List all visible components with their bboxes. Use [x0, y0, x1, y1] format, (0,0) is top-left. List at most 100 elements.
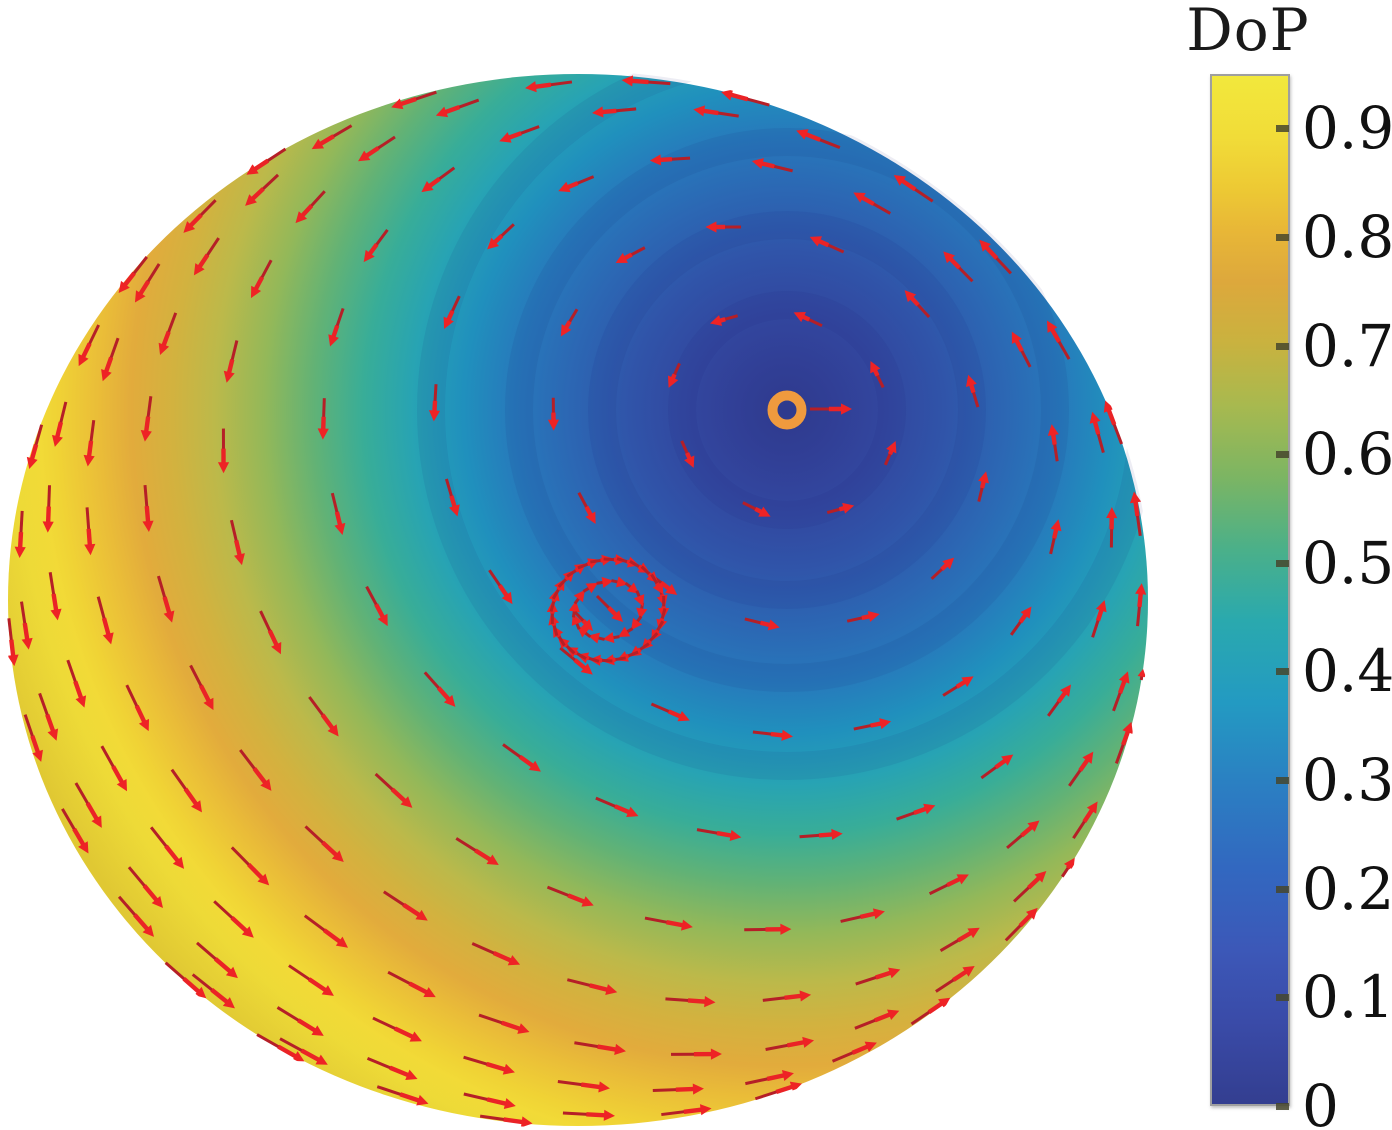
quiver-arrow — [66, 659, 87, 708]
quiver-arrow — [42, 485, 54, 533]
quiver-arrow — [751, 158, 793, 173]
quiver-arrow — [61, 808, 89, 854]
quiver-arrow — [23, 714, 43, 762]
quiver-arrow — [158, 312, 178, 355]
quiver-arrow — [455, 837, 499, 866]
colorbar-tick-mark — [1276, 885, 1289, 893]
quiver-arrow — [577, 626, 592, 639]
colorbar-tick-label: 0.3 — [1302, 746, 1392, 815]
quiver-arrow — [134, 263, 161, 303]
colorbar-tick-label: 0.1 — [1302, 963, 1392, 1032]
quiver-arrow — [939, 927, 980, 952]
quiver-arrow — [910, 997, 951, 1026]
quiver-arrow — [696, 828, 742, 841]
quiver-arrow — [499, 125, 540, 143]
quiver-arrow — [977, 471, 989, 502]
quiver-arrow — [831, 1041, 877, 1063]
quiver-arrow — [311, 124, 353, 150]
quiver-arrow — [705, 221, 742, 233]
quiver-arrow — [1047, 684, 1072, 717]
quiver-arrow — [183, 199, 217, 233]
quiver-arrow — [810, 403, 852, 415]
quiver-arrow — [1068, 751, 1094, 787]
quiver-arrow — [96, 596, 114, 645]
quiver-arrow — [853, 192, 892, 215]
quiver-arrow — [170, 768, 202, 813]
quiver-arrow — [568, 600, 580, 618]
quiver-arrow — [680, 440, 695, 468]
quiver-arrow — [217, 428, 230, 474]
quiver-arrow — [78, 324, 100, 367]
quiver-arrow — [463, 1055, 515, 1075]
quiver-arrow — [896, 803, 936, 821]
quiver-arrow — [372, 1016, 422, 1042]
colorbar-tick-label: 0.4 — [1302, 637, 1392, 706]
quiver-arrow — [855, 967, 901, 986]
quiver-arrow — [193, 237, 220, 276]
quiver-arrow — [38, 692, 59, 741]
quiver-arrow — [304, 825, 344, 862]
quiver-arrow — [478, 1013, 530, 1034]
quiver-arrow — [525, 80, 573, 93]
colorbar-title: DoP — [1186, 0, 1310, 64]
quiver-arrow — [840, 908, 885, 923]
quiver-arrow — [582, 582, 599, 594]
colorbar-tick-mark — [1276, 777, 1289, 785]
quiver-arrow — [742, 501, 771, 517]
quiver-arrow — [101, 337, 120, 382]
colorbar-tick-label: 0.7 — [1302, 311, 1392, 380]
colorbar-tick-mark — [1276, 994, 1289, 1002]
quiver-arrow — [624, 581, 639, 594]
quiver-arrow — [74, 782, 102, 828]
quiver-arrow — [1114, 721, 1133, 764]
quiver-arrow — [621, 75, 671, 87]
quiver-arrow — [125, 684, 150, 732]
colorbar-tick-label: 0.2 — [1302, 854, 1392, 923]
quiver-arrow — [376, 1085, 429, 1106]
quiver-arrow — [1135, 583, 1147, 627]
quiver-arrow — [547, 397, 560, 431]
quiver-arrow — [140, 396, 153, 442]
quiver-arrow — [382, 890, 428, 921]
quiver-arrow — [943, 251, 974, 283]
quiver-arrow — [191, 973, 235, 1009]
quiver-arrow — [665, 996, 716, 1008]
quiver-arrow — [559, 646, 593, 675]
quiver-arrow — [846, 610, 880, 623]
quiver-arrow — [83, 419, 96, 467]
colorbar-tick-label: 0.9 — [1302, 94, 1392, 163]
quiver-arrow — [546, 885, 594, 907]
quiver-arrow — [1049, 519, 1062, 555]
quiver-arrow — [595, 594, 623, 622]
dop-contour-band — [505, 128, 1069, 692]
quiver-arrow — [463, 1092, 516, 1109]
quiver-arrow — [1072, 801, 1098, 840]
quiver-arrow — [574, 1041, 626, 1055]
quiver-arrow — [942, 676, 974, 697]
quiver-arrow — [303, 914, 349, 948]
quiver-arrow — [979, 239, 1012, 275]
quiver-arrow — [1046, 320, 1071, 360]
quiver-arrow — [1130, 491, 1142, 537]
quiver-arrow — [965, 374, 980, 408]
quiver-arrow — [928, 874, 969, 896]
quiver-arrow — [592, 106, 637, 118]
quiver-arrow — [196, 941, 238, 979]
quiver-arrow — [229, 519, 245, 566]
quiver-arrow — [288, 964, 334, 996]
quiver-arrow — [276, 1006, 324, 1036]
quiver-arrow — [308, 696, 339, 737]
quiver-arrow — [1106, 507, 1118, 548]
quiver-arrow — [435, 98, 480, 118]
quiver-arrow — [428, 384, 441, 422]
quiver-arrow — [671, 1048, 722, 1060]
quiver-arrow — [317, 398, 329, 440]
quiver-arrow — [883, 441, 897, 466]
quiver-arrow — [189, 664, 214, 711]
quiver-arrow — [127, 866, 164, 908]
quiver-arrow — [256, 1033, 305, 1062]
quiver-arrow — [330, 492, 346, 535]
quiver-arrow — [295, 190, 326, 224]
quiver-arrow — [573, 610, 593, 631]
